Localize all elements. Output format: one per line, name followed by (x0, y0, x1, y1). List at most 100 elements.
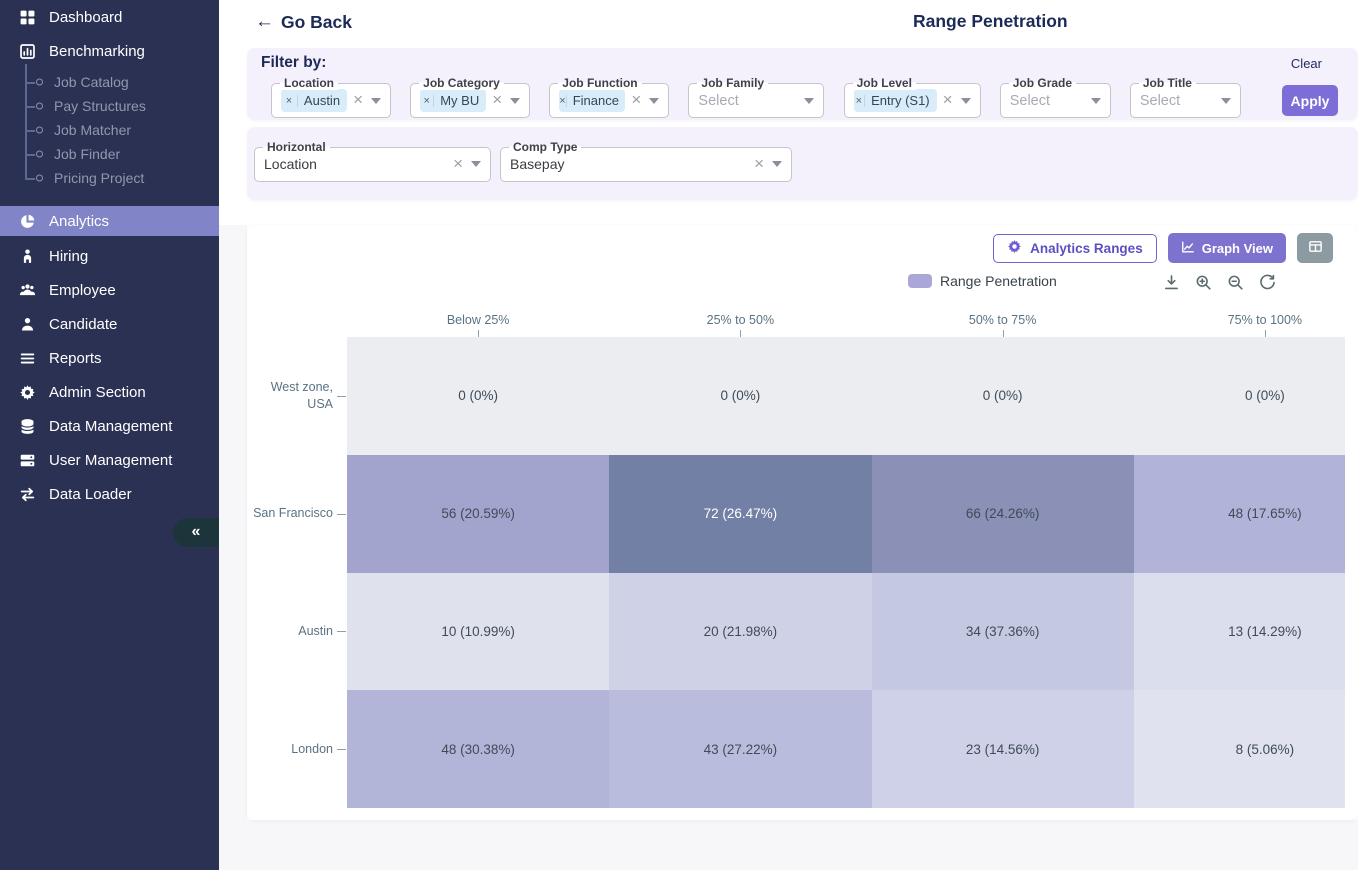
sidebar-item-pricing-project[interactable]: Pricing Project (0, 166, 219, 190)
sidebar-item-label: Candidate (49, 315, 118, 333)
sidebar-subitem-label: Pricing Project (54, 170, 145, 186)
heatmap-chart: Below 25% 25% to 50% 50% to 75% 75% to 100%… (247, 313, 1358, 813)
table-view-button[interactable] (1297, 233, 1333, 263)
sidebar-item-label: User Management (49, 451, 173, 469)
heatmap-row-label: West zone, USA (247, 337, 346, 455)
filter-field-label: Location (280, 76, 338, 91)
sidebar-item-hiring[interactable]: Hiring (0, 239, 219, 273)
dropdown-caret-icon (371, 97, 381, 104)
filter-field-label: Job Function (558, 76, 642, 91)
heatmap-grid: 0 (0%) 0 (0%) 0 (0%) 0 (0%) 56 (20.59%) 72 (2… (347, 337, 1345, 808)
filter-field-label: Job Grade (1008, 76, 1077, 91)
filter-field-comp-type[interactable]: Comp Type Basepay × (500, 139, 792, 182)
chip-remove-icon[interactable]: × (281, 94, 298, 107)
chip-label: Austin (303, 93, 341, 108)
filter-field-job-title[interactable]: Job Title Select (1129, 76, 1241, 118)
apply-filters-button[interactable]: Apply (1281, 85, 1338, 116)
filter-field-job-level[interactable]: Job Level × Entry (S1) × (843, 76, 981, 118)
sidebar-item-user-management[interactable]: User Management (0, 443, 219, 477)
filter-chip: × My BU (420, 89, 487, 112)
chip-remove-icon[interactable]: × (420, 94, 435, 107)
chip-remove-icon[interactable]: × (854, 94, 866, 107)
sidebar-item-benchmarking[interactable]: Benchmarking (0, 34, 219, 68)
heatmap-cell[interactable]: 8 (5.06%) (1133, 690, 1345, 808)
heatmap-cell[interactable]: 10 (10.99%) (347, 572, 610, 691)
sidebar-item-data-management[interactable]: Data Management (0, 409, 219, 443)
filter-field-job-function[interactable]: Job Function × Finance × (549, 76, 670, 118)
filter-field-placeholder: Select (698, 92, 739, 109)
reset-button[interactable] (1255, 271, 1279, 295)
data-management-icon (19, 418, 36, 435)
go-back-link[interactable]: ← Go Back (255, 11, 352, 33)
analytics-ranges-button[interactable]: Analytics Ranges (993, 233, 1157, 263)
heatmap-cell[interactable]: 13 (14.29%) (1133, 572, 1345, 691)
heatmap-cell[interactable]: 43 (27.22%) (609, 690, 872, 808)
benchmarking-icon (19, 43, 36, 60)
chip-label: Entry (S1) (871, 93, 930, 108)
clear-field-icon[interactable]: × (754, 153, 764, 173)
clear-field-icon[interactable]: × (453, 153, 463, 173)
heatmap-cell[interactable]: 48 (17.65%) (1133, 454, 1345, 573)
chip-remove-icon[interactable]: × (559, 94, 567, 107)
axis-tick (337, 631, 346, 633)
filter-field-label: Horizontal (263, 139, 330, 154)
dropdown-caret-icon (804, 97, 815, 104)
heatmap-row-label-text: Austin (298, 623, 333, 638)
clear-field-icon[interactable]: × (631, 90, 642, 109)
heatmap-cell[interactable]: 0 (0%) (871, 337, 1134, 455)
heatmap-cell[interactable]: 56 (20.59%) (347, 454, 610, 573)
admin-section-icon (19, 384, 36, 401)
zoom-out-icon (1226, 275, 1245, 295)
line-chart-icon (1181, 240, 1195, 257)
filter-row-1: Location × Austin × Job Category × My BU × Job F… (271, 76, 1338, 118)
filter-field-label: Job Category (419, 76, 504, 91)
sidebar-item-job-finder[interactable]: Job Finder (0, 142, 219, 166)
heatmap-col-label-text: 25% to 50% (706, 313, 775, 327)
chart-tools (1159, 271, 1279, 295)
sidebar-item-employee[interactable]: Employee (0, 273, 219, 307)
heatmap-cell[interactable]: 34 (37.36%) (871, 572, 1134, 691)
heatmap-cell[interactable]: 0 (0%) (609, 337, 872, 455)
heatmap-cell[interactable]: 20 (21.98%) (609, 572, 872, 691)
heatmap-cell[interactable]: 48 (30.38%) (347, 690, 610, 808)
heatmap-col-label: Below 25% (347, 313, 609, 337)
table-icon (1308, 239, 1323, 257)
sidebar-item-analytics[interactable]: Analytics (0, 206, 219, 236)
heatmap-cell[interactable]: 23 (14.56%) (871, 690, 1134, 808)
heatmap-col-label: 25% to 50% (609, 313, 871, 337)
sidebar-main-nav: Analytics Hiring Employee Candidate Reports A… (0, 206, 219, 511)
heatmap-cell[interactable]: 0 (0%) (347, 337, 610, 455)
heatmap-col-label: 50% to 75% (872, 313, 1134, 337)
filter-field-job-grade[interactable]: Job Grade Select (999, 76, 1111, 118)
heatmap-cell[interactable]: 0 (0%) (1133, 337, 1345, 455)
sidebar-item-candidate[interactable]: Candidate (0, 307, 219, 341)
sidebar-item-dashboard[interactable]: Dashboard (0, 0, 219, 34)
clear-field-icon[interactable]: × (942, 90, 953, 109)
zoom-out-button[interactable] (1223, 271, 1247, 295)
sidebar-item-pay-structures[interactable]: Pay Structures (0, 94, 219, 118)
candidate-icon (19, 316, 36, 333)
heatmap-plot-area: 0 (0%) 0 (0%) 0 (0%) 0 (0%) 56 (20.59%) 72 (2… (347, 337, 1345, 808)
download-button[interactable] (1159, 271, 1183, 295)
sidebar-collapse-button[interactable]: « (173, 518, 219, 547)
clear-filters-link[interactable]: Clear (1290, 56, 1322, 71)
sidebar-item-admin-section[interactable]: Admin Section (0, 375, 219, 409)
clear-field-icon[interactable]: × (353, 90, 363, 109)
heatmap-cell[interactable]: 66 (24.26%) (871, 454, 1134, 573)
sidebar-item-label: Benchmarking (49, 42, 145, 60)
analytics-icon (19, 213, 36, 230)
graph-view-button[interactable]: Graph View (1167, 233, 1286, 263)
sidebar-item-reports[interactable]: Reports (0, 341, 219, 375)
hiring-icon (19, 248, 36, 265)
legend-item[interactable]: Range Penetration (908, 273, 1057, 289)
filter-field-job-category[interactable]: Job Category × My BU × (410, 76, 531, 118)
sidebar-item-job-matcher[interactable]: Job Matcher (0, 118, 219, 142)
clear-field-icon[interactable]: × (492, 90, 503, 109)
filter-field-job-family[interactable]: Job Family Select (688, 76, 825, 118)
filter-field-location[interactable]: Location × Austin × (271, 76, 391, 118)
heatmap-cell[interactable]: 72 (26.47%) (609, 454, 872, 573)
zoom-in-button[interactable] (1191, 271, 1215, 295)
filter-field-horizontal[interactable]: Horizontal Location × (254, 139, 491, 182)
sidebar-item-job-catalog[interactable]: Job Catalog (0, 70, 219, 94)
sidebar-item-data-loader[interactable]: Data Loader (0, 477, 219, 511)
